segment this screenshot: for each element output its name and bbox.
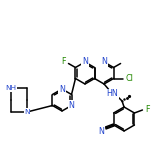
Text: N: N bbox=[101, 57, 107, 67]
Text: F: F bbox=[61, 57, 66, 66]
Text: Cl: Cl bbox=[126, 74, 133, 83]
Text: HN: HN bbox=[106, 90, 118, 98]
Text: N: N bbox=[82, 57, 88, 67]
Text: N: N bbox=[69, 101, 74, 110]
Text: F: F bbox=[145, 105, 150, 114]
Text: N: N bbox=[59, 85, 65, 93]
Text: N: N bbox=[99, 126, 105, 135]
Text: NH: NH bbox=[5, 85, 17, 91]
Text: N: N bbox=[24, 109, 30, 115]
